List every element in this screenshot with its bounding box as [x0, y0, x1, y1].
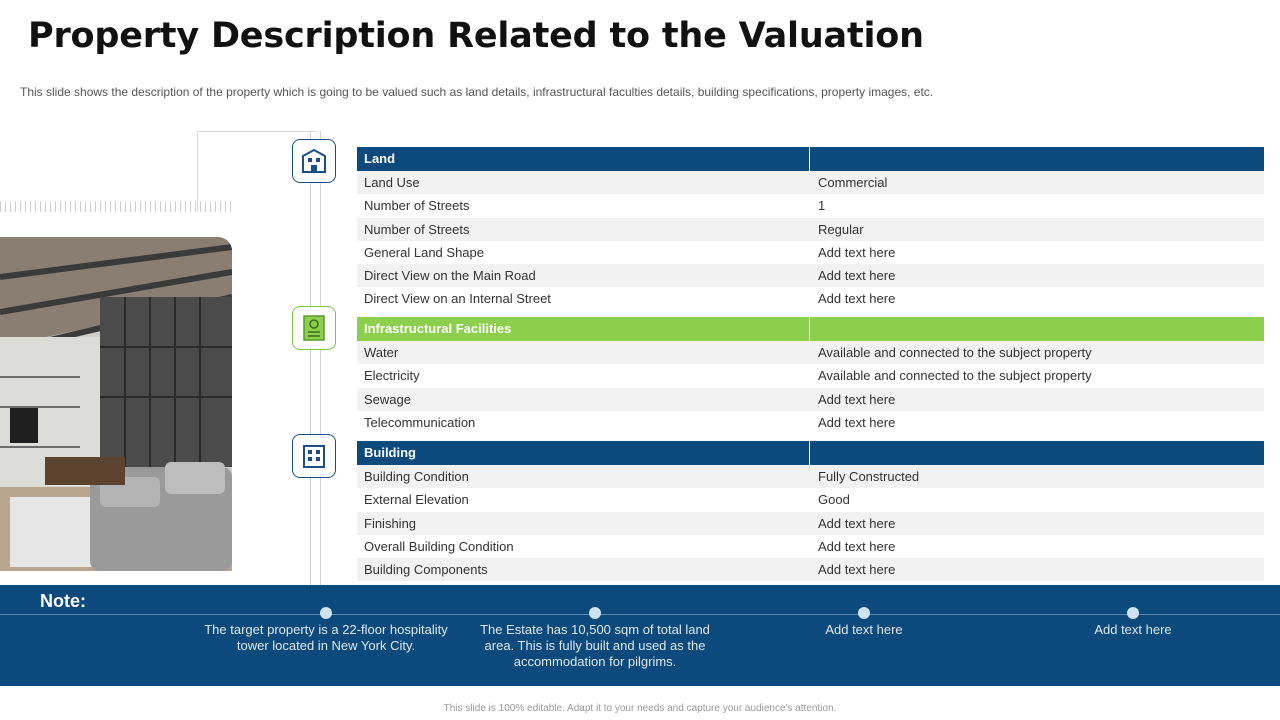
row-value: Add text here [818, 538, 896, 554]
row-value: Regular [818, 221, 864, 237]
decorative-frame-line [197, 131, 198, 211]
infrastructure-table-header: Infrastructural Facilities [357, 317, 1264, 341]
row-label: Building Components [364, 562, 488, 578]
row-label: External Elevation [364, 492, 469, 508]
note-item: Add text here [1003, 607, 1263, 638]
decorative-vertical-line [310, 131, 311, 591]
row-label: Number of Streets [364, 198, 470, 214]
note-item: The Estate has 10,500 sqm of total land … [465, 607, 725, 670]
apartment-icon [303, 445, 325, 468]
row-value: Available and connected to the subject p… [818, 345, 1092, 360]
table-row: Telecommunication Add text here [357, 411, 1264, 434]
note-band: Note: The target property is a 22-floor … [0, 585, 1280, 686]
row-label: General Land Shape [364, 244, 484, 260]
table-row: Finishing Add text here [357, 511, 1264, 535]
row-value: Add text here [818, 515, 896, 531]
row-label: Finishing [364, 515, 417, 531]
land-table-header: Land [357, 147, 1264, 171]
building-section-icon [292, 434, 336, 478]
row-label: Land Use [364, 175, 420, 190]
note-item: Add text here [734, 607, 994, 638]
certificate-icon [303, 315, 325, 341]
table-row: Building Components Add text here [357, 558, 1264, 582]
row-label: Sewage [364, 391, 411, 407]
note-dot [589, 607, 601, 619]
table-row: Number of Streets 1 [357, 194, 1264, 217]
note-text: The target property is a 22-floor hospit… [204, 622, 448, 653]
section-header-label: Land [357, 147, 810, 171]
note-label: Note: [40, 591, 86, 611]
note-text: Add text here [1094, 622, 1172, 637]
decorative-vertical-line [320, 131, 321, 591]
table-row: Land Use Commercial [357, 171, 1264, 195]
table-row: External Elevation Good [357, 488, 1264, 511]
table-row: Sewage Add text here [357, 387, 1264, 411]
row-label: Water [364, 345, 399, 360]
building-table-header: Building [357, 441, 1264, 465]
row-value: Commercial [818, 175, 888, 190]
land-table: Land Land Use Commercial Number of Street… [357, 147, 1264, 311]
decorative-hatch [0, 201, 232, 212]
row-label: Number of Streets [364, 221, 470, 237]
row-value: Add text here [818, 562, 896, 578]
row-value: Available and connected to the subject p… [818, 368, 1092, 384]
section-header-label: Building [357, 441, 810, 465]
infrastructure-section-icon [292, 306, 336, 350]
row-value: Add text here [818, 268, 896, 284]
table-row: General Land Shape Add text here [357, 241, 1264, 264]
row-value: Add text here [818, 244, 896, 260]
page-title: Property Description Related to the Valu… [28, 16, 924, 56]
note-dot [1127, 607, 1139, 619]
note-text: Add text here [825, 622, 903, 637]
row-value: 1 [818, 198, 826, 214]
row-label: Electricity [364, 368, 420, 384]
row-value: Add text here [818, 391, 896, 407]
building-icon [302, 148, 326, 173]
note-timeline-line [0, 614, 1280, 615]
row-value: Add text here [818, 291, 896, 307]
table-row: Electricity Available and connected to th… [357, 364, 1264, 387]
note-text: The Estate has 10,500 sqm of total land … [480, 622, 710, 669]
table-row: Number of Streets Regular [357, 217, 1264, 241]
row-value: Good [818, 492, 850, 508]
property-interior-photo [0, 237, 232, 571]
footer-text: This slide is 100% editable. Adapt it to… [443, 703, 837, 714]
row-value: Fully Constructed [818, 469, 920, 484]
row-value: Add text here [818, 414, 896, 430]
table-row: Water Available and connected to the subj… [357, 341, 1264, 365]
land-section-icon [292, 139, 336, 183]
table-row: Building Condition Fully Constructed [357, 465, 1264, 489]
page-subtitle: This slide shows the description of the … [20, 85, 934, 99]
decorative-frame-line [197, 131, 317, 132]
table-row: Direct View on the Main Road Add text her… [357, 264, 1264, 288]
row-label: Direct View on an Internal Street [364, 291, 551, 307]
section-header-label: Infrastructural Facilities [357, 317, 810, 341]
note-item: The target property is a 22-floor hospit… [196, 607, 456, 654]
table-row: Overall Building Condition Add text here [357, 535, 1264, 558]
infrastructure-table: Infrastructural Facilities Water Availabl… [357, 317, 1264, 434]
note-dot [858, 607, 870, 619]
row-label: Building Condition [364, 469, 469, 484]
building-table: Building Building Condition Fully Constru… [357, 441, 1264, 582]
row-label: Direct View on the Main Road [364, 268, 536, 284]
table-row: Direct View on an Internal Street Add tex… [357, 287, 1264, 310]
note-dot [320, 607, 332, 619]
row-label: Telecommunication [364, 414, 476, 430]
row-label: Overall Building Condition [364, 538, 514, 554]
